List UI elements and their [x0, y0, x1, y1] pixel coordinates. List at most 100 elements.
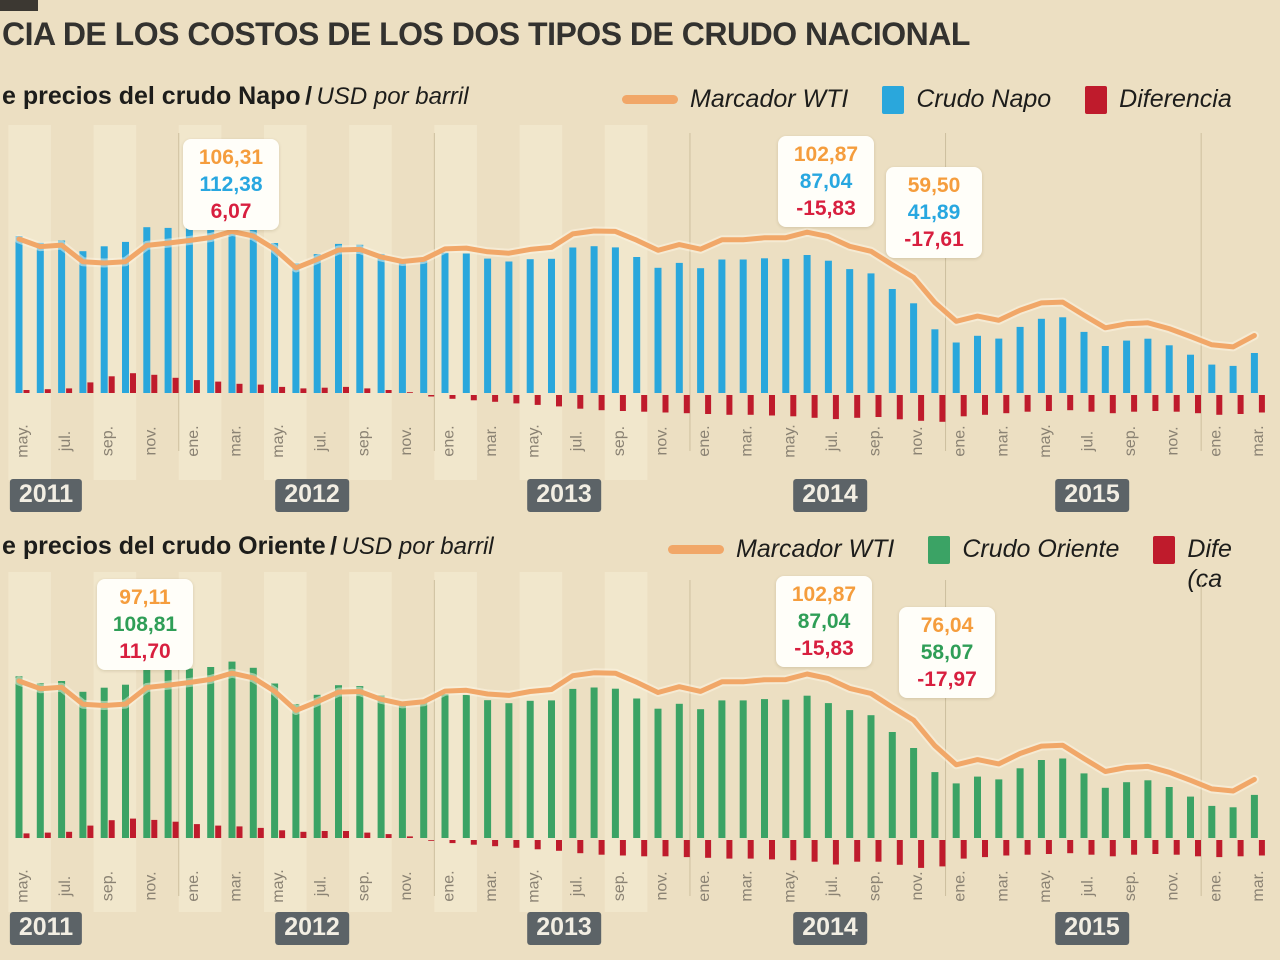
svg-text:ene.: ene. [441, 870, 458, 901]
legend-item-diferencia: Dife (ca [1153, 534, 1232, 594]
svg-text:may.: may. [1037, 424, 1054, 457]
svg-text:jul.: jul. [824, 431, 841, 452]
legend-item-wti: Marcador WTI [668, 534, 894, 564]
svg-text:sep.: sep. [355, 871, 372, 901]
year-badge-2013: 2013 [527, 912, 601, 945]
year-badge-2014: 2014 [793, 912, 867, 945]
subtitle-separator: / [330, 532, 338, 560]
year-badge-2011: 2011 [9, 479, 83, 512]
svg-text:nov.: nov. [398, 426, 415, 455]
subtitle-separator: / [305, 82, 313, 110]
svg-text:jul.: jul. [1080, 876, 1097, 897]
svg-text:mar.: mar. [1250, 870, 1267, 901]
svg-text:sep.: sep. [100, 426, 117, 456]
year-badge-2012: 2012 [275, 912, 349, 945]
svg-text:ene.: ene. [952, 425, 969, 456]
year-badge-2013: 2013 [527, 479, 601, 512]
annotation-wti-value: 102,87 [793, 143, 859, 166]
annotation-diff-value: 6,07 [210, 200, 252, 223]
annotation-napo-mar2012: 106,31 112,38 6,07 [183, 139, 279, 230]
svg-text:nov.: nov. [142, 426, 159, 455]
svg-text:ene.: ene. [1207, 425, 1224, 456]
svg-text:may.: may. [270, 424, 287, 457]
annotation-oriente-value: 58,07 [920, 641, 974, 664]
svg-text:may.: may. [781, 424, 798, 457]
svg-text:nov.: nov. [909, 871, 926, 900]
svg-text:jul.: jul. [568, 431, 585, 452]
chart-oriente-legend: Marcador WTI Crudo Oriente Dife (ca [668, 534, 1232, 594]
legend-item-oriente: Crudo Oriente [928, 534, 1119, 564]
legend-item-napo: Crudo Napo [882, 84, 1051, 114]
annotation-diff-value: 11,70 [119, 640, 171, 663]
svg-text:may.: may. [781, 869, 798, 902]
svg-text:sep.: sep. [1122, 426, 1139, 456]
legend-label-line1: Dife [1187, 535, 1232, 563]
svg-text:mar.: mar. [994, 425, 1011, 456]
svg-text:jul.: jul. [313, 431, 330, 452]
chart-napo-unit: USD por barril [316, 83, 469, 110]
svg-text:sep.: sep. [1122, 871, 1139, 901]
svg-text:mar.: mar. [483, 425, 500, 456]
annotation-diff-value: -15,83 [796, 197, 856, 220]
annotation-napo-jul2014: 102,87 87,04 -15,83 [778, 136, 874, 227]
page-title: CIA DE LOS COSTOS DE LOS DOS TIPOS DE CR… [2, 16, 970, 52]
annotation-diff-value: -17,61 [904, 228, 964, 251]
svg-text:may.: may. [1037, 869, 1054, 902]
svg-text:mar.: mar. [739, 870, 756, 901]
svg-text:mar.: mar. [483, 870, 500, 901]
svg-text:ene.: ene. [185, 425, 202, 456]
svg-text:sep.: sep. [611, 426, 628, 456]
legend-label-diferencia: Dife (ca [1187, 534, 1231, 594]
svg-text:sep.: sep. [867, 426, 884, 456]
svg-text:ene.: ene. [185, 870, 202, 901]
wti-line-swatch-icon [668, 545, 724, 554]
annotation-wti-value: 76,04 [920, 614, 974, 637]
diferencia-square-swatch-icon [1153, 536, 1176, 564]
annotation-oriente-value: 108,81 [112, 613, 178, 636]
annotation-oriente-value: 87,04 [797, 610, 851, 633]
year-badge-2014: 2014 [793, 479, 867, 512]
chart-napo-subtitle: e precios del crudo Napo / USD por barri… [2, 82, 469, 111]
svg-text:may.: may. [526, 869, 543, 902]
year-badge-2012: 2012 [275, 479, 349, 512]
svg-text:jul.: jul. [568, 876, 585, 897]
svg-text:sep.: sep. [100, 871, 117, 901]
svg-text:jul.: jul. [313, 876, 330, 897]
wti-line-swatch-icon [622, 95, 678, 104]
annotation-wti-value: 59,50 [907, 174, 961, 197]
svg-text:mar.: mar. [994, 870, 1011, 901]
svg-text:ene.: ene. [696, 425, 713, 456]
svg-text:nov.: nov. [654, 426, 671, 455]
svg-text:jul.: jul. [1080, 431, 1097, 452]
svg-text:mar.: mar. [739, 425, 756, 456]
annotation-napo-value: 112,38 [199, 173, 263, 196]
legend-label-oriente: Crudo Oriente [962, 535, 1120, 563]
year-badge-2015: 2015 [1055, 479, 1129, 512]
chart-napo-subtitle-text: e precios del crudo Napo [2, 82, 301, 110]
svg-text:mar.: mar. [228, 870, 245, 901]
legend-label-diferencia: Diferencia [1119, 85, 1232, 113]
svg-text:sep.: sep. [867, 871, 884, 901]
svg-text:jul.: jul. [57, 876, 74, 897]
legend-label-napo: Crudo Napo [916, 85, 1052, 113]
diferencia-square-swatch-icon [1085, 86, 1108, 114]
legend-item-wti: Marcador WTI [622, 84, 848, 114]
svg-text:ene.: ene. [1207, 870, 1224, 901]
svg-text:sep.: sep. [355, 426, 372, 456]
chart-napo-legend: Marcador WTI Crudo Napo Diferencia [622, 84, 1232, 114]
svg-text:may.: may. [15, 424, 32, 457]
svg-text:ene.: ene. [952, 870, 969, 901]
legend-label-line2: (ca [1187, 565, 1223, 593]
svg-text:nov.: nov. [909, 426, 926, 455]
chart-oriente-unit: USD por barril [341, 533, 494, 560]
svg-text:nov.: nov. [142, 871, 159, 900]
svg-text:jul.: jul. [57, 431, 74, 452]
annotation-oriente-jul2014: 102,87 87,04 -15,83 [776, 576, 872, 667]
napo-square-swatch-icon [882, 86, 905, 114]
svg-text:mar.: mar. [228, 425, 245, 456]
chart-oriente-subtitle-text: e precios del crudo Oriente [2, 532, 326, 560]
annotation-diff-value: -15,83 [794, 637, 854, 660]
svg-text:ene.: ene. [696, 870, 713, 901]
svg-text:sep.: sep. [611, 871, 628, 901]
